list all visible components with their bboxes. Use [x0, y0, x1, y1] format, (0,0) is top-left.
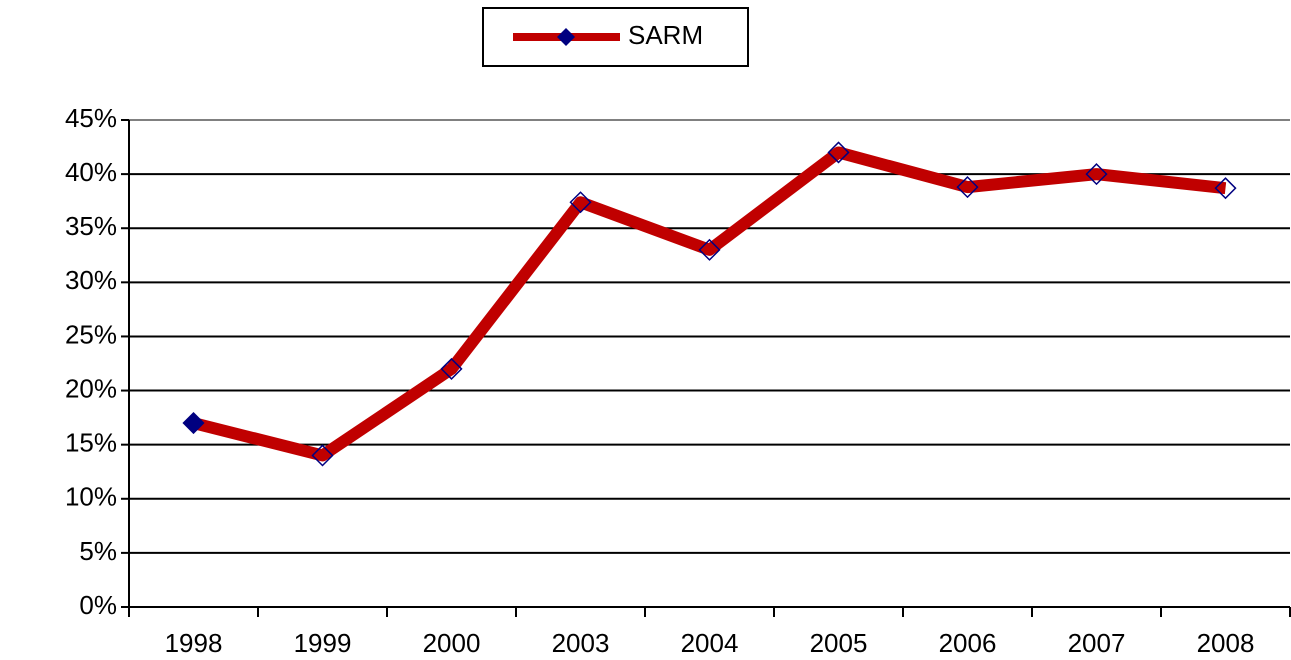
y-tick-label: 25%	[65, 319, 117, 349]
series-line	[192, 146, 1227, 462]
y-tick-label: 35%	[65, 211, 117, 241]
x-tick-label: 1999	[294, 628, 352, 658]
y-tick-label: 15%	[65, 428, 117, 458]
x-tick-label: 2007	[1068, 628, 1126, 658]
x-tick-label: 2006	[939, 628, 997, 658]
legend-marker	[557, 28, 575, 46]
marker	[1085, 163, 1108, 186]
x-tick-label: 2005	[810, 628, 868, 658]
y-tick-label: 40%	[65, 157, 117, 187]
y-tick-label: 0%	[79, 590, 117, 620]
y-tick-label: 5%	[79, 536, 117, 566]
marker	[956, 176, 979, 199]
y-tick-label: 10%	[65, 482, 117, 512]
legend-box	[482, 7, 749, 67]
x-tick-label: 2004	[681, 628, 739, 658]
y-tick-label: 20%	[65, 373, 117, 403]
marker	[1214, 177, 1237, 200]
x-tick-label: 2003	[552, 628, 610, 658]
marker	[569, 191, 592, 214]
legend-label: SARM	[628, 20, 703, 50]
x-tick-label: 2000	[423, 628, 481, 658]
marker	[311, 444, 334, 467]
marker	[827, 141, 850, 164]
marker	[698, 238, 721, 261]
marker	[182, 411, 205, 435]
y-tick-label: 30%	[65, 265, 117, 295]
marker	[440, 357, 463, 380]
x-tick-label: 2008	[1197, 628, 1255, 658]
x-tick-label: 1998	[165, 628, 223, 658]
y-tick-label: 45%	[65, 103, 117, 133]
